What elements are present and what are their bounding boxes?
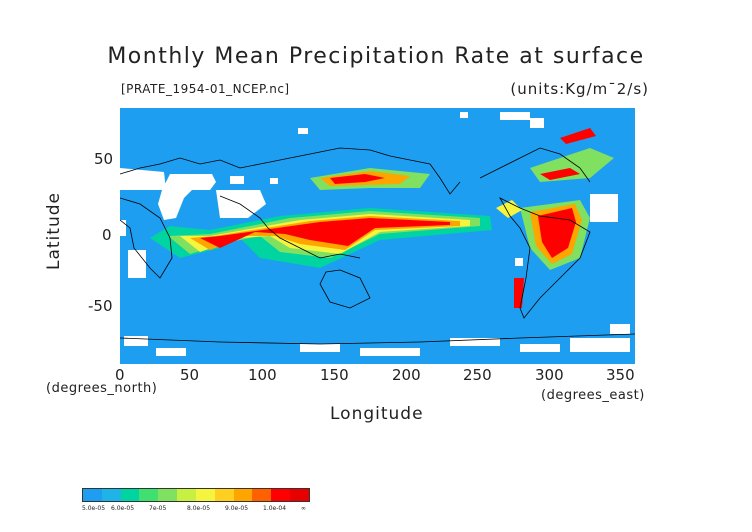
colorbar-swatch (158, 489, 178, 501)
precip-bands (150, 128, 614, 308)
colorbar-swatch (120, 489, 140, 501)
x-tick-200: 200 (392, 366, 421, 384)
x-unit-note: (degrees_east) (541, 388, 645, 403)
colorbar-swatch (233, 489, 253, 501)
chart-title: Monthly Mean Precipitation Rate at surfa… (107, 44, 645, 69)
x-tick-50: 50 (180, 366, 200, 384)
colorbar-swatch (271, 489, 291, 501)
missing-data (120, 112, 630, 356)
colorbar-label: ∞ (301, 505, 306, 512)
y-tick-0: 0 (102, 226, 112, 244)
colorbar-swatch (83, 489, 102, 501)
colorbar-swatch (177, 489, 196, 501)
colorbar-swatch (195, 489, 215, 501)
y-tick-50: 50 (94, 150, 114, 168)
colorbar-swatch (139, 489, 159, 501)
colorbar-label: 9.0e-05 (225, 505, 249, 512)
y-axis-title: Latitude (44, 192, 64, 270)
colorbar-label: 1.0e-04 (263, 505, 287, 512)
x-tick-0: 0 (115, 366, 125, 384)
x-tick-250: 250 (463, 366, 492, 384)
colorbar-label: 6.0e-05 (111, 505, 135, 512)
colorbar (82, 488, 310, 502)
colorbar-label: 5.0e-05 (82, 505, 106, 512)
colorbar-swatch (290, 489, 309, 501)
y-tick-neg50: -50 (88, 297, 113, 315)
colorbar-label: 8.0e-05 (187, 505, 211, 512)
colorbar-swatch (214, 489, 234, 501)
x-tick-150: 150 (320, 366, 349, 384)
file-label: [PRATE_1954-01_NCEP.nc] (121, 82, 290, 96)
colorbar-swatch (101, 489, 121, 501)
colorbar-label: 7e-05 (149, 505, 167, 512)
y-unit-note: (degrees_north) (46, 381, 158, 396)
x-tick-300: 300 (535, 366, 564, 384)
x-tick-100: 100 (248, 366, 277, 384)
x-tick-350: 350 (606, 366, 635, 384)
colorbar-swatch (252, 489, 272, 501)
precipitation-map (120, 108, 635, 364)
units-label: (units:Kg/m¯2/s) (510, 80, 649, 98)
x-axis-title: Longitude (330, 404, 424, 424)
coastlines (120, 147, 635, 345)
